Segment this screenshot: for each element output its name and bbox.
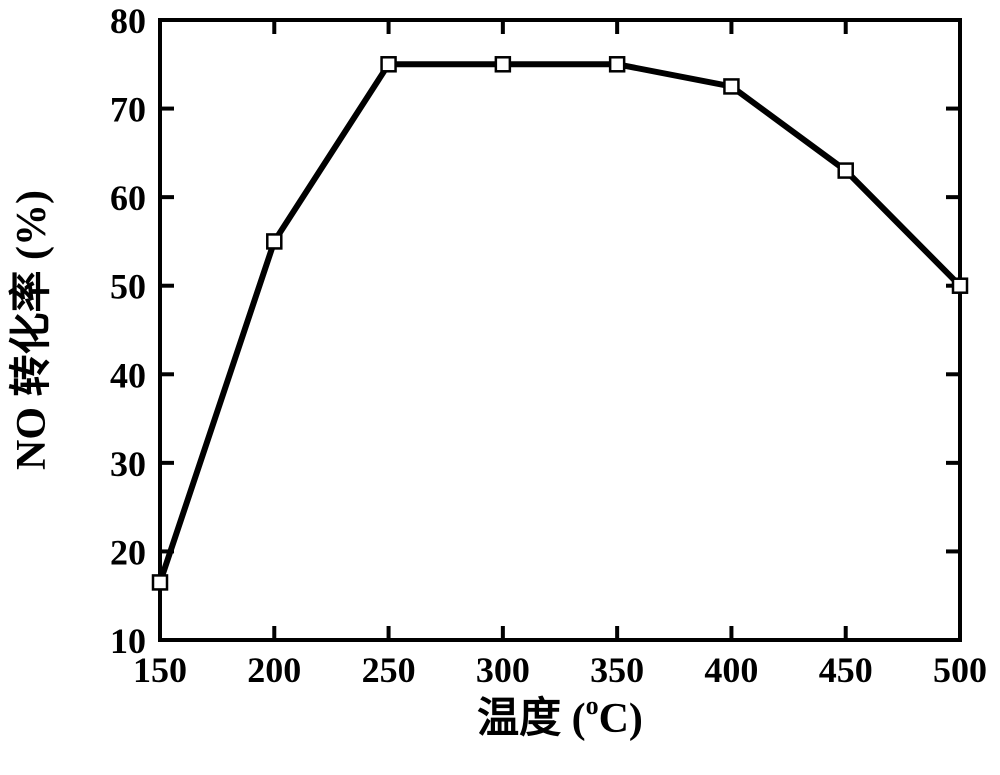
x-tick-label: 300 bbox=[476, 650, 530, 690]
series-marker-no_conversion bbox=[953, 279, 967, 293]
y-axis-title: NO 转化率 (%) bbox=[8, 190, 55, 470]
x-axis-title: 温度 (oC) bbox=[477, 691, 643, 742]
series-marker-no_conversion bbox=[382, 57, 396, 71]
chart-svg: 1502002503003504004505001020304050607080… bbox=[0, 0, 1000, 775]
x-tick-label: 250 bbox=[362, 650, 416, 690]
y-tick-label: 60 bbox=[110, 178, 146, 218]
x-tick-label: 500 bbox=[933, 650, 987, 690]
chart-container: 1502002503003504004505001020304050607080… bbox=[0, 0, 1000, 775]
x-tick-label: 400 bbox=[704, 650, 758, 690]
y-tick-label: 10 bbox=[110, 621, 146, 661]
series-marker-no_conversion bbox=[839, 164, 853, 178]
y-tick-label: 40 bbox=[110, 355, 146, 395]
x-tick-label: 450 bbox=[819, 650, 873, 690]
series-marker-no_conversion bbox=[496, 57, 510, 71]
series-marker-no_conversion bbox=[724, 79, 738, 93]
x-tick-label: 200 bbox=[247, 650, 301, 690]
series-marker-no_conversion bbox=[153, 575, 167, 589]
y-tick-label: 80 bbox=[110, 1, 146, 41]
y-tick-label: 20 bbox=[110, 532, 146, 572]
x-tick-label: 350 bbox=[590, 650, 644, 690]
y-tick-label: 50 bbox=[110, 267, 146, 307]
series-marker-no_conversion bbox=[610, 57, 624, 71]
series-marker-no_conversion bbox=[267, 234, 281, 248]
y-tick-label: 70 bbox=[110, 90, 146, 130]
y-tick-label: 30 bbox=[110, 444, 146, 484]
